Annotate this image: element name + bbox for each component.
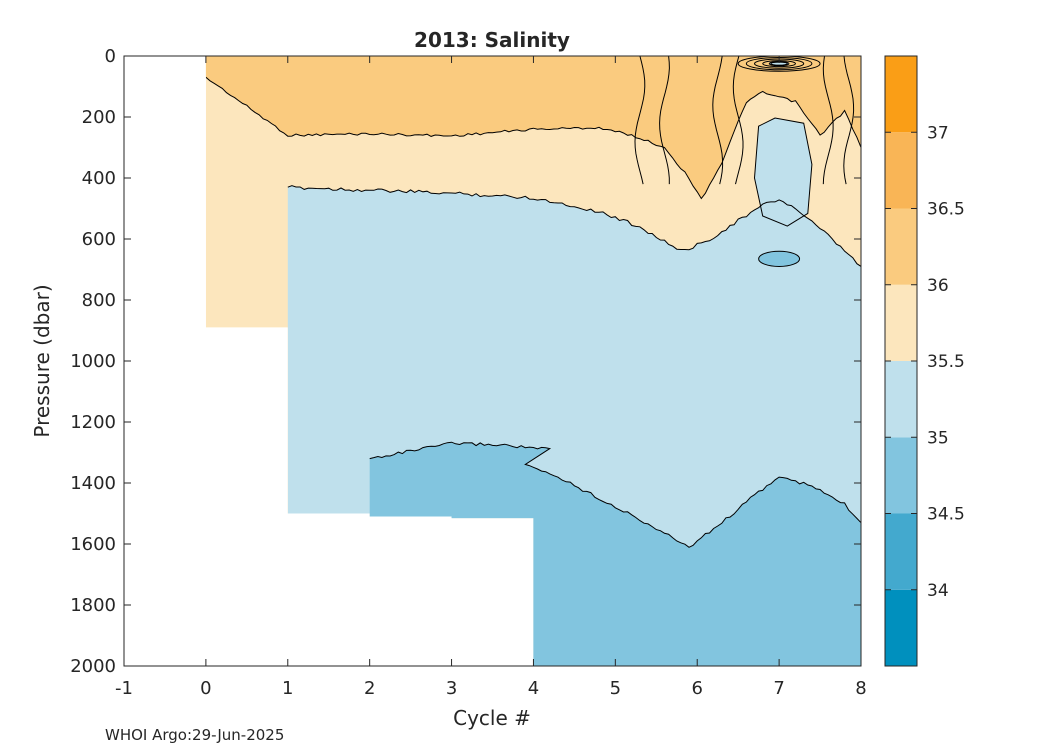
y-tick-label: 0 <box>105 46 116 67</box>
salinity-band-36-36.5 <box>205 56 861 199</box>
chart-title: 2013: Salinity <box>414 28 570 52</box>
contour-line <box>712 56 724 185</box>
x-tick-label: 2 <box>364 678 375 699</box>
colorbar-segment <box>885 589 917 666</box>
contour-line <box>822 56 834 185</box>
colorbar-segment <box>885 513 917 590</box>
colorbar-tick-label: 36 <box>927 276 949 296</box>
y-tick-label: 600 <box>82 229 116 250</box>
colorbar-segment <box>885 284 917 361</box>
y-tick-label: 1600 <box>70 534 116 555</box>
x-tick-label: -1 <box>115 678 133 699</box>
colorbar-tick-label: 34 <box>927 581 949 601</box>
colorbar-tick-label: 35 <box>927 428 949 448</box>
x-tick-label: 1 <box>282 678 293 699</box>
colorbar-tick-label: 35.5 <box>927 352 965 372</box>
contour-line <box>205 76 861 200</box>
x-tick-label: 5 <box>610 678 621 699</box>
y-tick-label: 400 <box>82 168 116 189</box>
x-axis-label: Cycle # <box>453 706 531 730</box>
colorbar-segment <box>885 361 917 438</box>
y-tick-label: 1800 <box>70 595 116 616</box>
contour-line <box>843 56 855 185</box>
contour-line <box>287 185 861 267</box>
y-tick-label: 1000 <box>70 351 116 372</box>
x-tick-label: 0 <box>200 678 211 699</box>
colorbar-tick-label: 34.5 <box>927 505 965 525</box>
colorbar-segment <box>885 437 917 514</box>
contour-line <box>634 56 646 185</box>
y-tick-label: 200 <box>82 107 116 128</box>
credit-text: WHOI Argo:29-Jun-2025 <box>105 726 285 744</box>
x-axis: -1 0 1 2 3 4 5 6 7 8 <box>115 56 867 699</box>
colorbar-segment <box>885 132 917 209</box>
y-tick-label: 1200 <box>70 412 116 433</box>
y-tick-label: 2000 <box>70 656 116 677</box>
y-axis: 0 200 400 600 800 1000 1200 1400 1600 1800 2000 <box>70 46 861 677</box>
x-tick-label: 6 <box>691 678 702 699</box>
contour-line <box>732 56 744 185</box>
colorbar-segment <box>885 56 917 133</box>
colorbar-segment <box>885 208 917 285</box>
contour-line <box>659 56 670 185</box>
x-tick-label: 8 <box>855 678 866 699</box>
x-tick-label: 7 <box>773 678 784 699</box>
salinity-tongue <box>753 117 813 227</box>
x-tick-label: 3 <box>446 678 457 699</box>
colorbar-tick-label: 36.5 <box>927 200 965 220</box>
contour-line <box>737 56 821 72</box>
x-tick-label: 4 <box>528 678 539 699</box>
y-axis-label: Pressure (dbar) <box>30 284 54 437</box>
contour-plot-area <box>124 56 861 666</box>
y-tick-label: 1400 <box>70 473 116 494</box>
colorbar: 34 34.5 35 35.5 36 36.5 37 <box>884 55 965 667</box>
salinity-lens <box>758 250 801 267</box>
colorbar-tick-label: 37 <box>927 123 949 143</box>
contour-line <box>369 441 861 548</box>
y-tick-label: 800 <box>82 290 116 311</box>
